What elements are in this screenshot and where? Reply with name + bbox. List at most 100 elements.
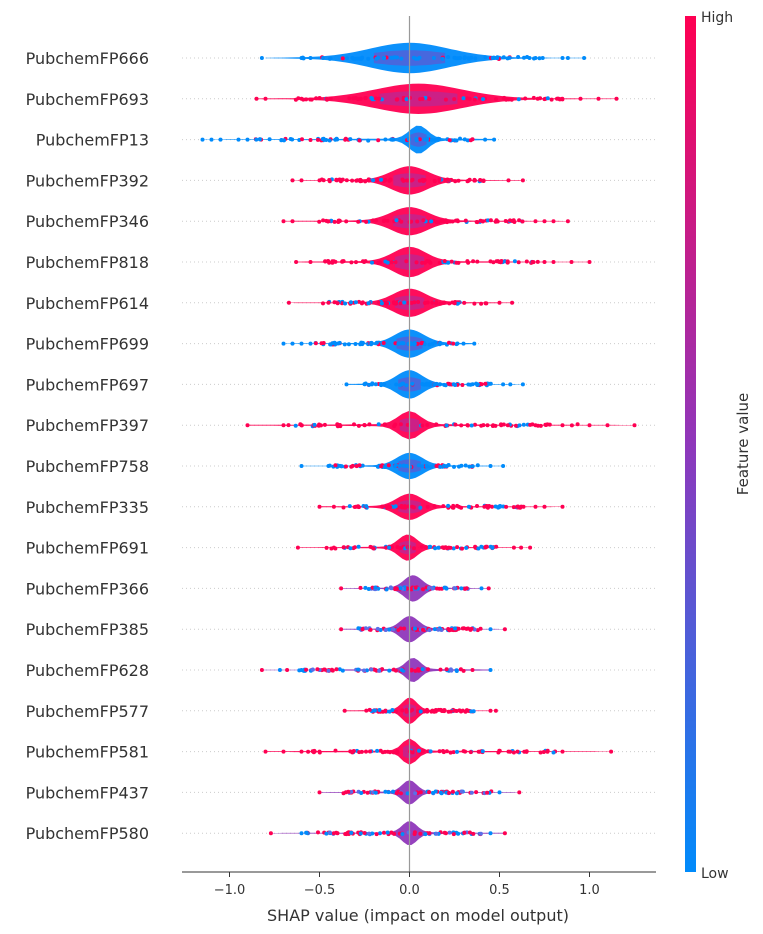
data-point: [374, 340, 379, 345]
data-point: [472, 97, 477, 102]
data-point: [454, 668, 459, 673]
data-point: [427, 342, 432, 347]
data-point: [395, 97, 400, 102]
outlier-point: [517, 790, 522, 795]
x-tick-label: −0.5: [304, 883, 336, 898]
data-point: [339, 464, 344, 469]
data-point: [366, 56, 371, 61]
data-point: [499, 422, 503, 427]
data-point: [382, 55, 387, 60]
data-point: [254, 137, 259, 142]
data-point: [306, 749, 311, 754]
data-point: [358, 177, 363, 182]
data-point: [452, 708, 457, 713]
data-point: [393, 341, 398, 346]
colorbar-title: Feature value: [734, 393, 752, 495]
outlier-point: [520, 382, 525, 387]
data-point: [373, 585, 378, 590]
data-point: [409, 587, 414, 592]
data-point: [475, 382, 480, 387]
data-point: [453, 626, 457, 631]
data-point: [387, 545, 392, 550]
data-point: [409, 300, 414, 305]
outlier-point: [245, 423, 250, 428]
data-point: [447, 791, 452, 795]
data-point: [463, 463, 468, 468]
outlier-point: [565, 56, 570, 60]
data-point: [394, 586, 399, 591]
data-point: [436, 627, 441, 632]
feature-row: PubchemFP13: [36, 125, 656, 154]
data-point: [512, 259, 517, 264]
violin-shape: [247, 411, 635, 440]
feature-rows: PubchemFP666 PubchemFP693 PubchemFP13 Pubch…: [26, 16, 656, 872]
data-point: [483, 55, 488, 60]
outlier-point: [263, 96, 268, 101]
data-point: [338, 179, 343, 184]
data-point: [399, 219, 404, 224]
data-point: [437, 260, 442, 265]
data-point: [322, 422, 327, 427]
data-point: [382, 830, 386, 835]
data-point: [324, 831, 329, 836]
feature-label: PubchemFP628: [26, 661, 149, 680]
data-point: [496, 505, 501, 510]
data-point: [504, 504, 509, 509]
data-point: [357, 138, 362, 143]
data-point: [517, 423, 522, 428]
outlier-point: [308, 341, 313, 346]
data-point: [391, 137, 396, 142]
data-point: [448, 545, 453, 550]
data-point: [327, 138, 332, 143]
data-point: [356, 97, 361, 102]
outlier-point: [488, 831, 493, 836]
data-point: [401, 178, 406, 183]
data-point: [431, 790, 435, 795]
data-point: [427, 790, 432, 795]
data-point: [429, 709, 434, 714]
data-point: [463, 218, 468, 223]
outlier-point: [335, 423, 340, 428]
data-point: [569, 423, 574, 428]
outlier-point: [308, 56, 313, 60]
data-point: [413, 626, 417, 631]
data-point: [324, 138, 329, 142]
outlier-point: [281, 423, 286, 428]
data-point: [450, 300, 455, 305]
feature-label: PubchemFP693: [26, 90, 149, 109]
data-point: [443, 383, 448, 388]
data-point: [367, 707, 372, 712]
outlier-point: [614, 96, 619, 101]
data-point: [394, 218, 399, 223]
data-point: [353, 342, 358, 346]
data-point: [386, 790, 391, 795]
data-point: [386, 463, 391, 468]
data-point: [453, 179, 458, 184]
data-point: [379, 383, 384, 388]
data-point: [387, 178, 392, 183]
data-point: [310, 667, 315, 672]
data-point: [413, 56, 418, 61]
data-point: [382, 422, 387, 427]
data-point: [487, 504, 492, 508]
data-point: [530, 260, 535, 264]
feature-label: PubchemFP577: [26, 702, 149, 721]
feature-label: PubchemFP392: [26, 171, 149, 190]
outlier-point: [339, 586, 344, 591]
feature-row: PubchemFP397: [26, 411, 656, 440]
data-point: [517, 218, 522, 223]
data-point: [392, 424, 397, 429]
data-point: [510, 219, 515, 223]
data-point: [381, 219, 386, 223]
data-point: [406, 137, 411, 141]
data-point: [366, 177, 371, 182]
data-point: [434, 464, 439, 468]
data-point: [343, 832, 348, 836]
data-point: [537, 56, 542, 61]
data-point: [437, 382, 442, 387]
data-point: [421, 587, 425, 592]
outlier-point: [578, 96, 583, 101]
data-point: [370, 381, 375, 386]
data-point: [354, 464, 359, 469]
outlier-point: [488, 668, 493, 672]
